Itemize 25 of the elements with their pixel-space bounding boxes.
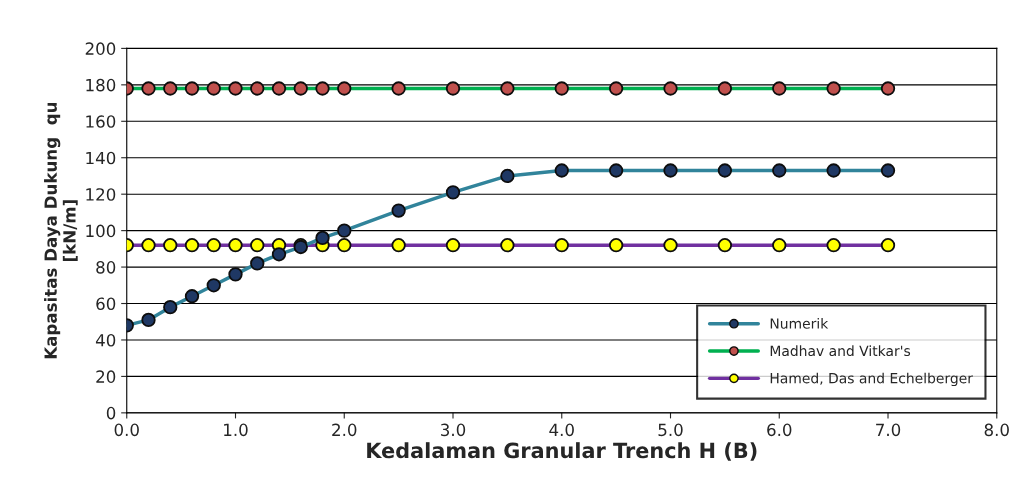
x-tick-label: 7.0 [876, 423, 901, 437]
y-tick-label: 100 [86, 224, 116, 238]
x-tick-label: 5.0 [658, 423, 683, 437]
x-tick-label: 1.0 [224, 423, 248, 437]
x-tick-label: 3.0 [441, 423, 466, 437]
y-tick-label: 140 [86, 151, 116, 165]
legend-label: Madhav and Vitkar's [770, 345, 911, 357]
y-tick-label: 200 [85, 42, 116, 55]
x-tick-label: 6.0 [767, 423, 792, 437]
legend-label: Numerik [770, 318, 829, 329]
y-tick-label: 160 [86, 115, 116, 128]
legend-label: Hamed, Das and Echelberger [770, 372, 973, 387]
x-tick-label: 0.0 [114, 423, 139, 437]
y-tick-label: 60 [96, 297, 116, 311]
y-tick-label: 80 [96, 261, 116, 274]
y-tick-label: 120 [86, 188, 116, 201]
y-tick-label: 40 [95, 333, 116, 347]
y-tick-label: 0 [106, 406, 116, 420]
y-tick-label: 20 [96, 370, 116, 383]
x-tick-label: 4.0 [549, 423, 574, 437]
x-tick-label: 2.0 [332, 423, 357, 437]
y-tick-label: 180 [86, 78, 116, 92]
y-axis-title: Kapasitas Daya Dukung qu [kN/m] [44, 102, 78, 359]
x-tick-label: 8.0 [984, 423, 1009, 437]
x-axis-title: Kedalaman Granular Trench H (B) [367, 442, 757, 461]
